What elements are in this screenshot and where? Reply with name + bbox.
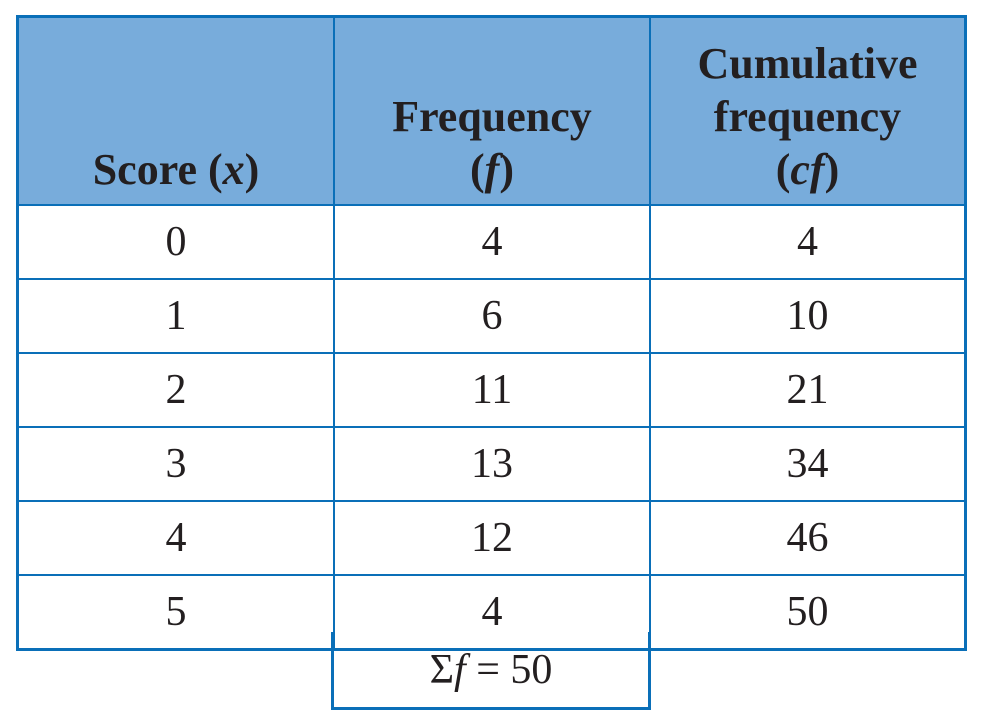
frequency-cell: 4 bbox=[335, 206, 651, 278]
header-cumulative: Cumulative frequency (cf) bbox=[651, 18, 964, 204]
table-row: 1 6 10 bbox=[19, 280, 964, 354]
header-cumulative-line2: frequency bbox=[713, 92, 902, 141]
sigma-symbol: Σ bbox=[429, 646, 455, 693]
sum-var: f bbox=[454, 646, 466, 693]
paren-open: ( bbox=[470, 145, 485, 194]
paren-open: ( bbox=[775, 145, 791, 194]
table-row: 2 11 21 bbox=[19, 354, 964, 428]
header-cumulative-var: cf bbox=[790, 145, 825, 194]
header-frequency: Frequency (f) bbox=[335, 18, 651, 204]
sum-value: = 50 bbox=[465, 646, 553, 693]
header-score-close: ) bbox=[244, 145, 260, 194]
table-row: 0 4 4 bbox=[19, 206, 964, 280]
header-frequency-line1: Frequency bbox=[392, 92, 592, 141]
cumulative-cell: 4 bbox=[797, 219, 818, 265]
paren-close: ) bbox=[824, 145, 840, 194]
table-row: 3 13 34 bbox=[19, 428, 964, 502]
cumulative-cell: 10 bbox=[786, 293, 829, 339]
score-cell: 5 bbox=[19, 576, 335, 648]
frequency-cell: 4 bbox=[335, 576, 651, 648]
frequency-cell: 13 bbox=[335, 428, 651, 500]
score-cell: 4 bbox=[19, 502, 335, 574]
table-row: 4 12 46 bbox=[19, 502, 964, 576]
cumulative-cell: 46 bbox=[786, 515, 829, 561]
header-score: Score (x) bbox=[19, 18, 335, 204]
header-cumulative-line1: Cumulative bbox=[697, 39, 918, 88]
cumulative-cell: 50 bbox=[786, 589, 829, 635]
score-cell: 3 bbox=[19, 428, 335, 500]
score-cell: 0 bbox=[19, 206, 335, 278]
frequency-cell: 12 bbox=[335, 502, 651, 574]
cumulative-cell: 34 bbox=[786, 441, 829, 487]
frequency-cell: 11 bbox=[335, 354, 651, 426]
table-row: 5 4 50 bbox=[19, 576, 964, 648]
frequency-cell: 6 bbox=[335, 280, 651, 352]
score-cell: 2 bbox=[19, 354, 335, 426]
header-score-var: x bbox=[222, 145, 245, 194]
header-score-text: Score ( bbox=[92, 145, 223, 194]
header-frequency-var: f bbox=[484, 145, 500, 194]
cumulative-cell: 21 bbox=[786, 367, 829, 413]
paren-close: ) bbox=[499, 145, 514, 194]
table-header: Score (x) Frequency (f) Cumulative frequ… bbox=[19, 18, 964, 206]
frequency-table: Score (x) Frequency (f) Cumulative frequ… bbox=[16, 15, 967, 651]
score-cell: 1 bbox=[19, 280, 335, 352]
table-body: 0 4 4 1 6 10 2 11 21 3 13 34 4 12 46 5 4… bbox=[19, 206, 964, 648]
